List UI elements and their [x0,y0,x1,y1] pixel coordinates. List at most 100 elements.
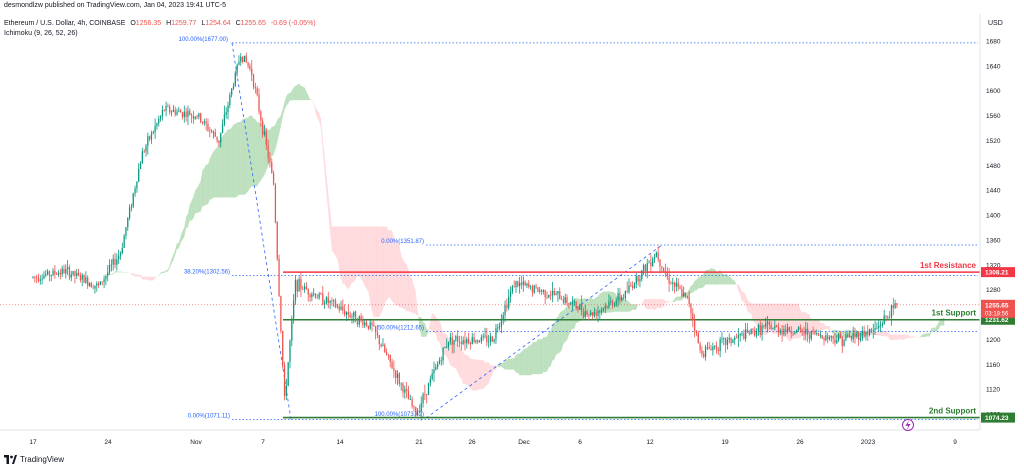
tradingview-brand[interactable]: TradingView [4,455,64,464]
candle-body [648,262,650,264]
cloud-segment [736,284,739,292]
cloud-segment [133,273,136,277]
candle-body [852,333,854,340]
candle-body [119,253,122,256]
candle-body [391,361,393,369]
candle-body [546,297,548,298]
cloud-segment [559,310,562,353]
candle-body [134,188,136,194]
candle-body [872,330,874,331]
cloud-segment [893,334,896,340]
candle-body [628,285,630,292]
candle-body [216,136,218,141]
candle-body [511,286,513,292]
cloud-segment [749,301,752,314]
candle-body [108,265,111,273]
cloud-segment [548,330,551,368]
candle-body [145,145,147,152]
cloud-segment [187,204,190,228]
candle-body [83,274,85,283]
time-axis[interactable]: 17 24 Nov 7 14 21 26 Dec 6 12 19 26 2023 9 [29,439,957,446]
cloud-segment [588,296,591,315]
candle-body [358,316,360,325]
cloud-segment [330,210,332,252]
candle-body [313,293,315,295]
cloud-segment [590,296,593,315]
cloud-segment [565,305,568,342]
cloud-segment [674,296,677,302]
candle-body [730,337,732,343]
lightning-icon[interactable] [902,419,914,431]
candle-body [693,320,696,331]
cloud-segment [167,264,170,272]
ohlc-close: C1255.65 [236,20,266,27]
cloud-segment [233,123,236,198]
cloud-segment [392,230,394,304]
candle-body [220,132,222,143]
candle-body [666,273,668,277]
candle-body [486,335,488,343]
cloud-segment [669,301,671,303]
candle-body [442,347,444,361]
symbol-title[interactable]: Ethereum / U.S. Dollar, 4h, COINBASE [4,20,126,27]
cloud-segment [630,304,633,311]
candle-body [639,278,641,282]
candle-body [267,145,269,159]
cloud-segment [162,271,165,274]
cloud-segment [289,90,292,101]
candle-body [745,329,747,339]
candle-body [305,286,308,290]
cloud-segment [368,226,371,304]
ohlc-open-label: O [130,20,136,27]
tradingview-logo-icon [4,455,17,464]
candle-body [227,105,229,113]
cloud-segment [277,117,280,143]
level-name-1: 1st Support [932,309,977,318]
cloud-segment [311,99,314,104]
cloud-segment [207,158,210,205]
cloud-segment [348,226,351,290]
cloud-segment [709,268,712,285]
cloud-segment [344,226,347,288]
cloud-segment [180,231,183,244]
candle-body [642,264,645,271]
cloud-segment [189,200,192,221]
candle-body [812,330,814,332]
candle-body [763,325,765,327]
cloud-segment [313,101,316,114]
indicator-legend[interactable]: Ichimoku (9, 26, 52, 26) [4,30,81,37]
cloud-segment [942,317,945,326]
cloud-segment [700,276,702,289]
cloud-segment [643,299,646,308]
cloud-segment [193,190,196,219]
cloud-segment [176,242,179,249]
cloud-segment [423,322,425,337]
candle-body [207,123,209,131]
cloud-segment [731,277,733,285]
candle-body [210,130,213,133]
candle-body [668,276,670,284]
cloud-segment [295,84,298,101]
candle-body [278,258,280,297]
cloud-segment [257,122,260,187]
cloud-segment [545,336,547,373]
candle-body [794,332,796,334]
candle-body [455,336,457,340]
candle-body [269,158,271,163]
brand-text: TradingView [20,455,65,464]
candle-body [333,300,335,302]
candle-body [409,399,411,400]
candle-body [154,125,156,133]
candle-body [626,290,628,292]
cloud-segment [721,273,724,285]
candle-body [712,346,714,351]
candle-body [630,285,632,287]
cloud-segment [406,264,409,312]
candle-body [876,327,878,329]
candle-body [347,312,349,315]
cloud-segment [366,226,369,292]
cloud-segment [291,87,294,101]
cloud-segment [647,299,650,310]
candle-body [497,327,499,329]
